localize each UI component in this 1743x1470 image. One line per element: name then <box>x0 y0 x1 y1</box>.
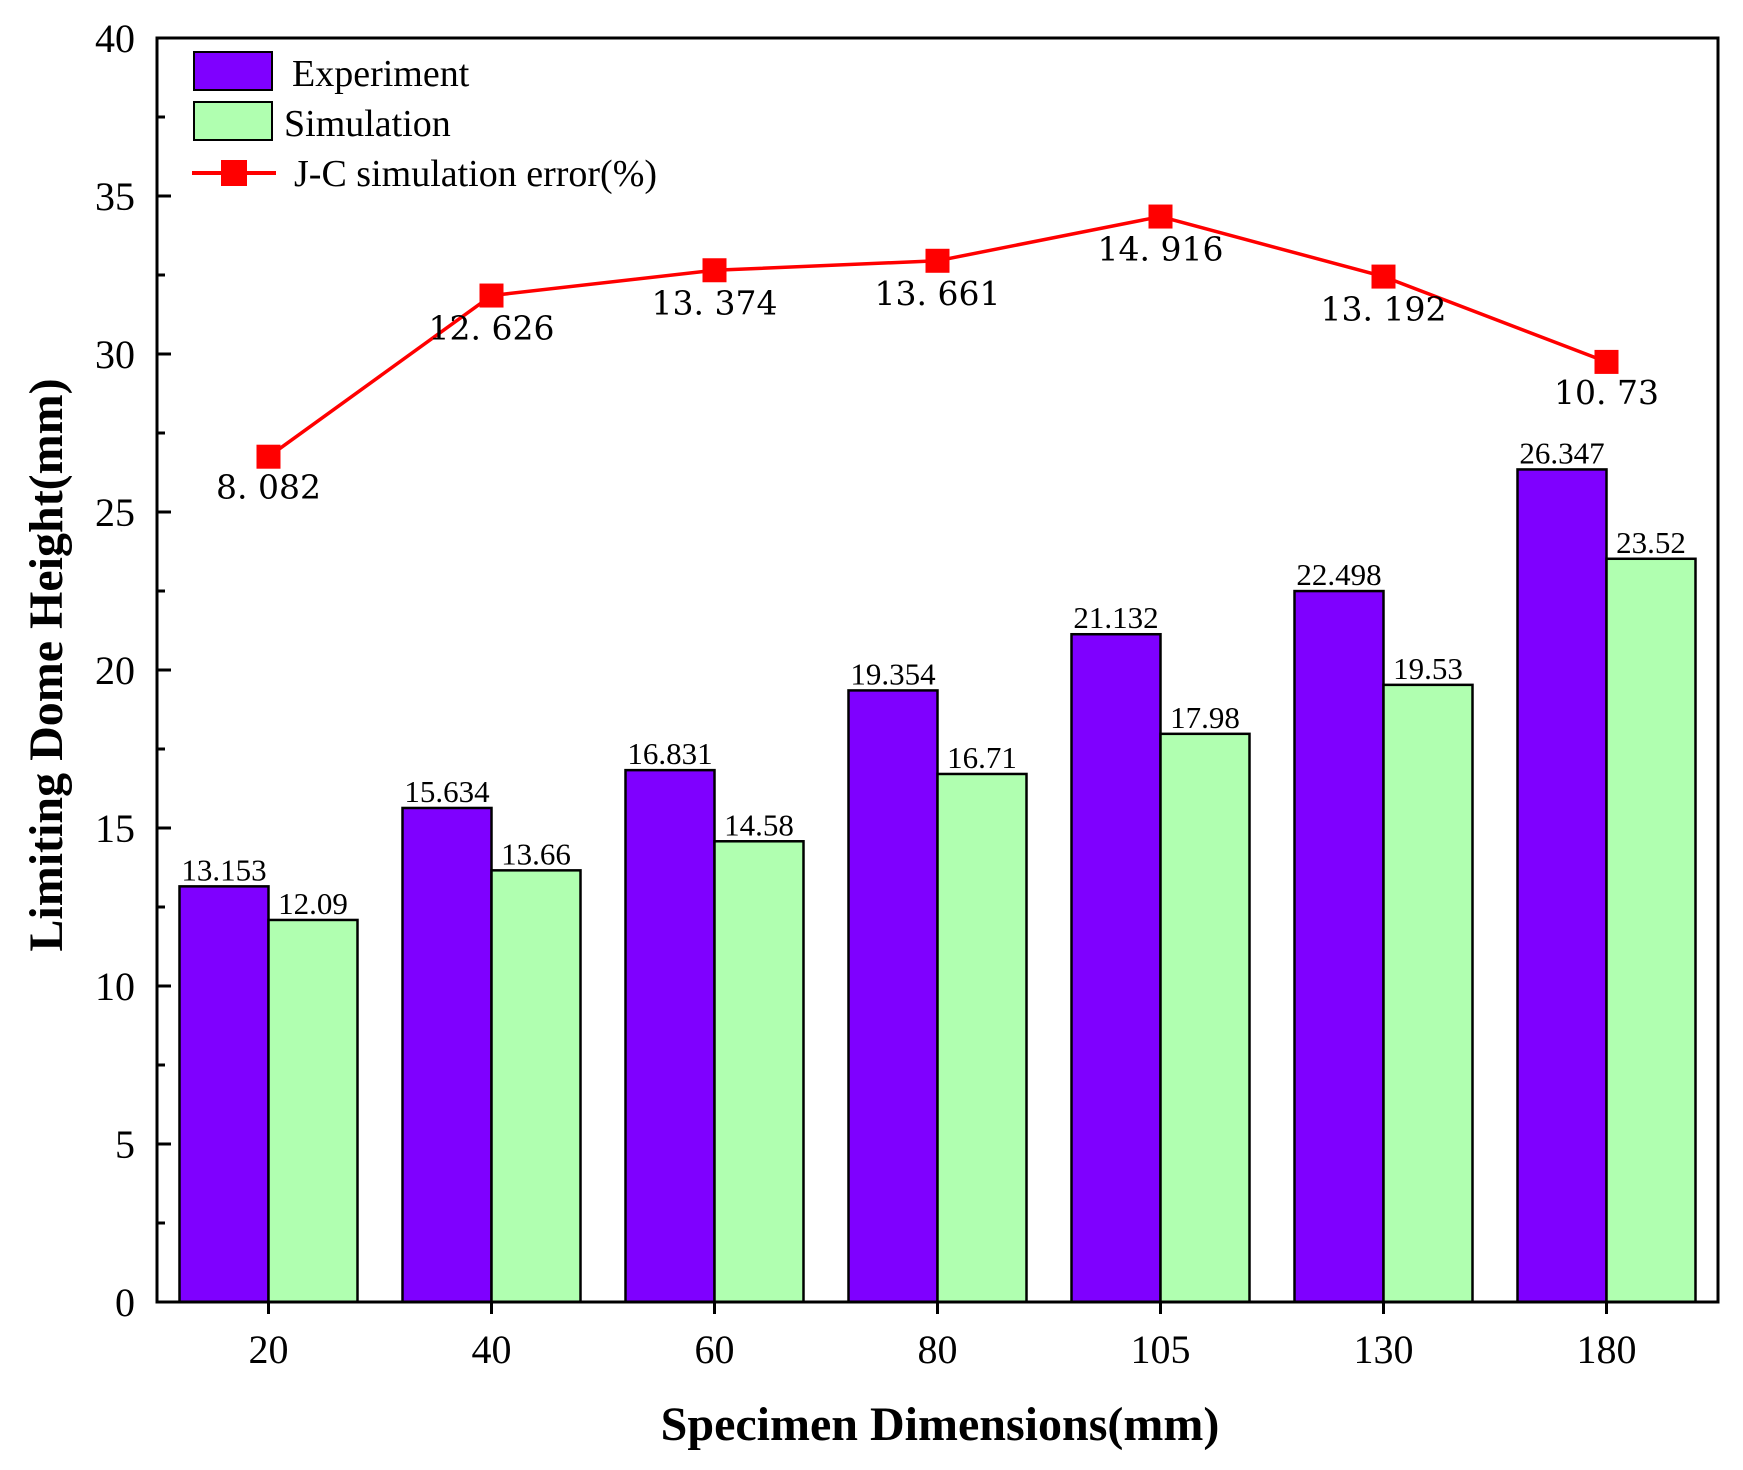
bar-experiment-20 <box>178 885 270 1304</box>
x-axis-title: Specimen Dimensions(mm) <box>661 1398 1220 1451</box>
bar-label-experiment-80: 19.354 <box>850 656 936 691</box>
bar-label-simulation-105: 17.98 <box>1170 700 1240 735</box>
error-line-layer <box>256 204 1619 469</box>
plot-frame <box>155 36 1720 1304</box>
x-tick-label-105: 105 <box>1131 1327 1191 1372</box>
y-tick-label-20: 20 <box>95 648 135 693</box>
legend-label-error: J-C simulation error(%) <box>294 153 657 195</box>
bar-experiment-60 <box>624 768 716 1304</box>
bar-simulation-180 <box>1605 557 1697 1304</box>
y-tick-label-35: 35 <box>95 174 135 219</box>
bar-simulation-80 <box>936 772 1028 1304</box>
error-point-105 <box>1148 204 1173 229</box>
error-label-180: 10. 73 <box>1554 373 1659 412</box>
error-point-40 <box>479 283 504 308</box>
bar-experiment-105 <box>1070 632 1162 1304</box>
error-point-60 <box>702 258 727 283</box>
x-tick-label-130: 130 <box>1354 1327 1414 1372</box>
bar-simulation-130 <box>1382 683 1474 1304</box>
legend-marker-error <box>221 160 247 186</box>
x-tick-label-40: 40 <box>472 1327 512 1372</box>
error-label-105: 14. 916 <box>1098 230 1224 269</box>
x-tick-label-80: 80 <box>918 1327 958 1372</box>
y-tick-label-25: 25 <box>95 490 135 535</box>
y-tick-label-40: 40 <box>95 16 135 61</box>
bar-experiment-130 <box>1293 589 1385 1304</box>
bar-label-simulation-130: 19.53 <box>1393 651 1463 686</box>
bar-label-experiment-40: 15.634 <box>404 774 490 809</box>
error-label-40: 12. 626 <box>429 309 555 348</box>
legend-swatch-experiment <box>193 51 273 91</box>
bar-label-experiment-60: 16.831 <box>627 736 712 771</box>
error-label-80: 13. 661 <box>875 274 1001 313</box>
bar-label-simulation-40: 13.66 <box>501 836 571 871</box>
bar-label-simulation-60: 14.58 <box>724 807 794 842</box>
bar-label-simulation-20: 12.09 <box>278 886 348 921</box>
error-label-130: 13. 192 <box>1321 290 1447 329</box>
bar-simulation-105 <box>1159 732 1251 1304</box>
legend: Experiment Simulation J-C simulation err… <box>192 51 657 195</box>
error-point-80 <box>925 248 950 273</box>
data-labels-layer: 13.153 15.634 16.831 19.354 21.132 22.498 26.3… <box>181 230 1686 921</box>
bar-experiment-80 <box>847 689 939 1304</box>
y-tick-label-0: 0 <box>115 1280 135 1325</box>
bar-label-simulation-80: 16.71 <box>947 740 1017 775</box>
error-label-20: 8. 082 <box>216 468 321 507</box>
bar-label-simulation-180: 23.52 <box>1616 525 1686 560</box>
error-label-60: 13. 374 <box>652 283 778 322</box>
bar-simulation-40 <box>490 869 582 1304</box>
axes-layer: 0 5 10 15 20 25 30 35 40 20 40 60 80 105 130 180 <box>95 16 1637 1372</box>
bar-label-experiment-180: 26.347 <box>1519 435 1604 470</box>
bar-experiment-40 <box>401 806 493 1304</box>
bar-experiment-180 <box>1516 468 1608 1304</box>
bar-simulation-60 <box>713 840 805 1304</box>
error-point-180 <box>1594 349 1619 374</box>
bar-label-experiment-130: 22.498 <box>1296 557 1381 592</box>
error-point-130 <box>1371 264 1396 289</box>
bar-simulation-20 <box>267 918 359 1304</box>
y-tick-label-10: 10 <box>95 964 135 1009</box>
bars-layer <box>178 468 1697 1304</box>
bar-label-experiment-20: 13.153 <box>181 852 266 887</box>
bar-label-experiment-105: 21.132 <box>1073 600 1158 635</box>
x-tick-label-180: 180 <box>1577 1327 1637 1372</box>
legend-label-simulation: Simulation <box>284 103 451 145</box>
x-tick-label-20: 20 <box>249 1327 289 1372</box>
y-axis-title: Limiting Dome Height(mm) <box>20 378 73 951</box>
y-tick-label-30: 30 <box>95 332 135 377</box>
x-tick-label-60: 60 <box>695 1327 735 1372</box>
legend-label-experiment: Experiment <box>292 53 470 95</box>
legend-swatch-simulation <box>193 101 273 141</box>
y-tick-label-15: 15 <box>95 806 135 851</box>
error-point-20 <box>256 444 281 469</box>
y-tick-label-5: 5 <box>115 1122 135 1167</box>
